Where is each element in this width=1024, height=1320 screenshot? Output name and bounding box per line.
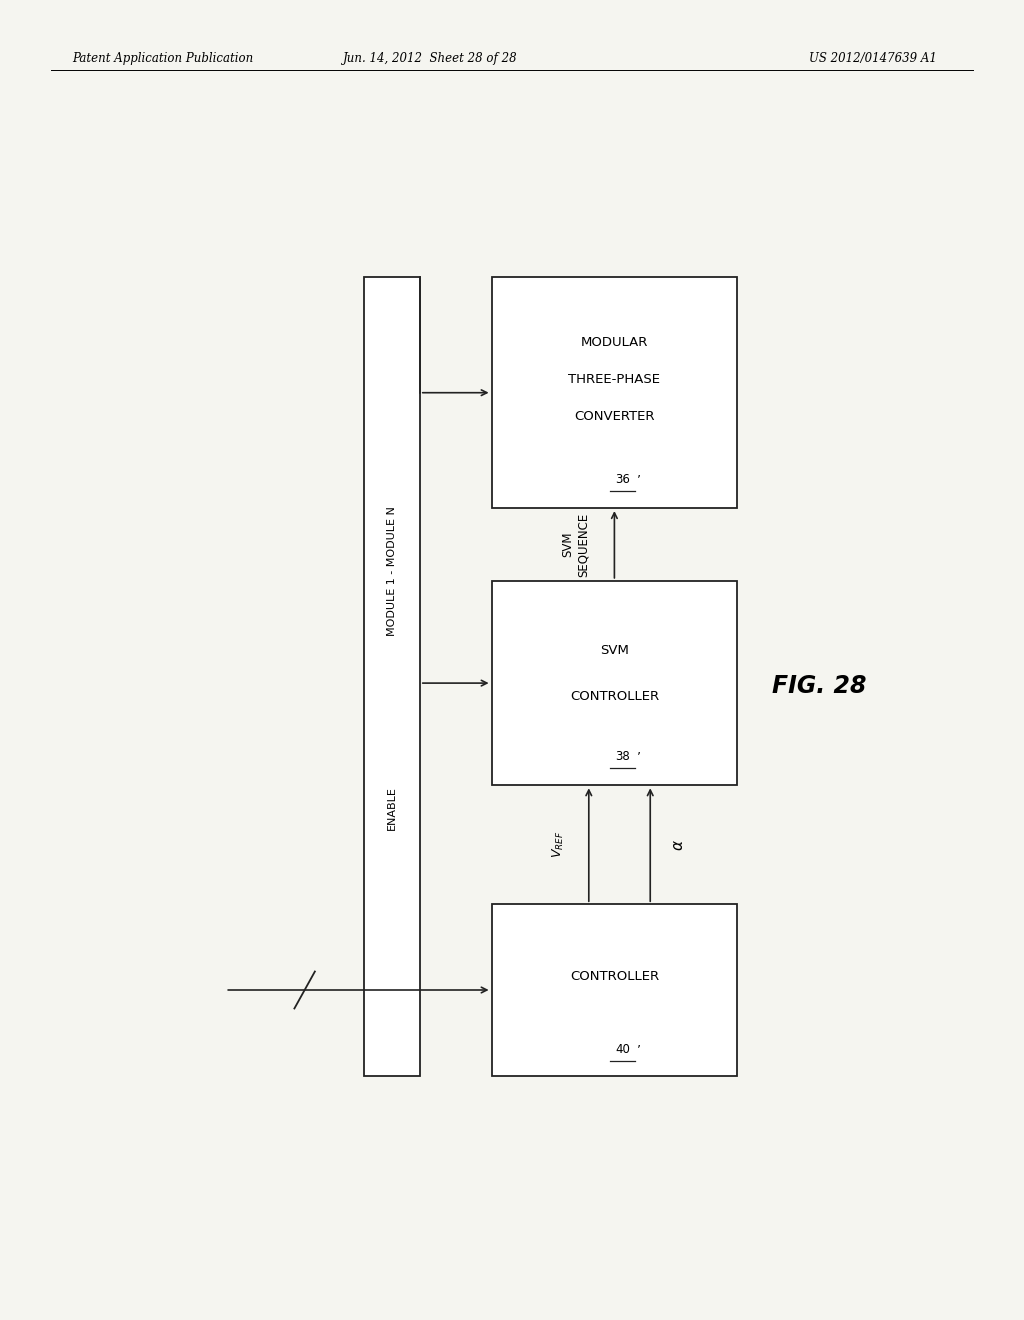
Text: ENABLE: ENABLE bbox=[387, 787, 396, 830]
Text: CONTROLLER: CONTROLLER bbox=[569, 690, 659, 702]
Text: THREE-PHASE: THREE-PHASE bbox=[568, 374, 660, 385]
Text: ’: ’ bbox=[637, 750, 641, 763]
Bar bbox=[364, 277, 420, 1076]
Text: 38: 38 bbox=[615, 750, 630, 763]
Bar bbox=[492, 904, 737, 1076]
Text: Patent Application Publication: Patent Application Publication bbox=[72, 51, 253, 65]
Text: ’: ’ bbox=[637, 473, 641, 486]
Text: 40: 40 bbox=[615, 1043, 630, 1056]
Text: FIG. 28: FIG. 28 bbox=[772, 675, 866, 698]
Text: 36: 36 bbox=[615, 473, 630, 486]
Text: CONVERTER: CONVERTER bbox=[574, 411, 654, 422]
Text: CONTROLLER: CONTROLLER bbox=[569, 970, 659, 983]
Text: SVM: SVM bbox=[600, 644, 629, 656]
Bar bbox=[492, 277, 737, 508]
Text: SVM
SEQUENCE: SVM SEQUENCE bbox=[561, 512, 590, 577]
Text: $V_{REF}$: $V_{REF}$ bbox=[551, 832, 565, 858]
Text: MODULE 1 - MODULE N: MODULE 1 - MODULE N bbox=[387, 506, 396, 636]
Text: ’: ’ bbox=[637, 1043, 641, 1056]
Bar bbox=[492, 581, 737, 785]
Text: $\alpha$: $\alpha$ bbox=[672, 840, 686, 850]
Text: Jun. 14, 2012  Sheet 28 of 28: Jun. 14, 2012 Sheet 28 of 28 bbox=[343, 51, 517, 65]
Text: US 2012/0147639 A1: US 2012/0147639 A1 bbox=[809, 51, 937, 65]
Text: MODULAR: MODULAR bbox=[581, 337, 648, 348]
